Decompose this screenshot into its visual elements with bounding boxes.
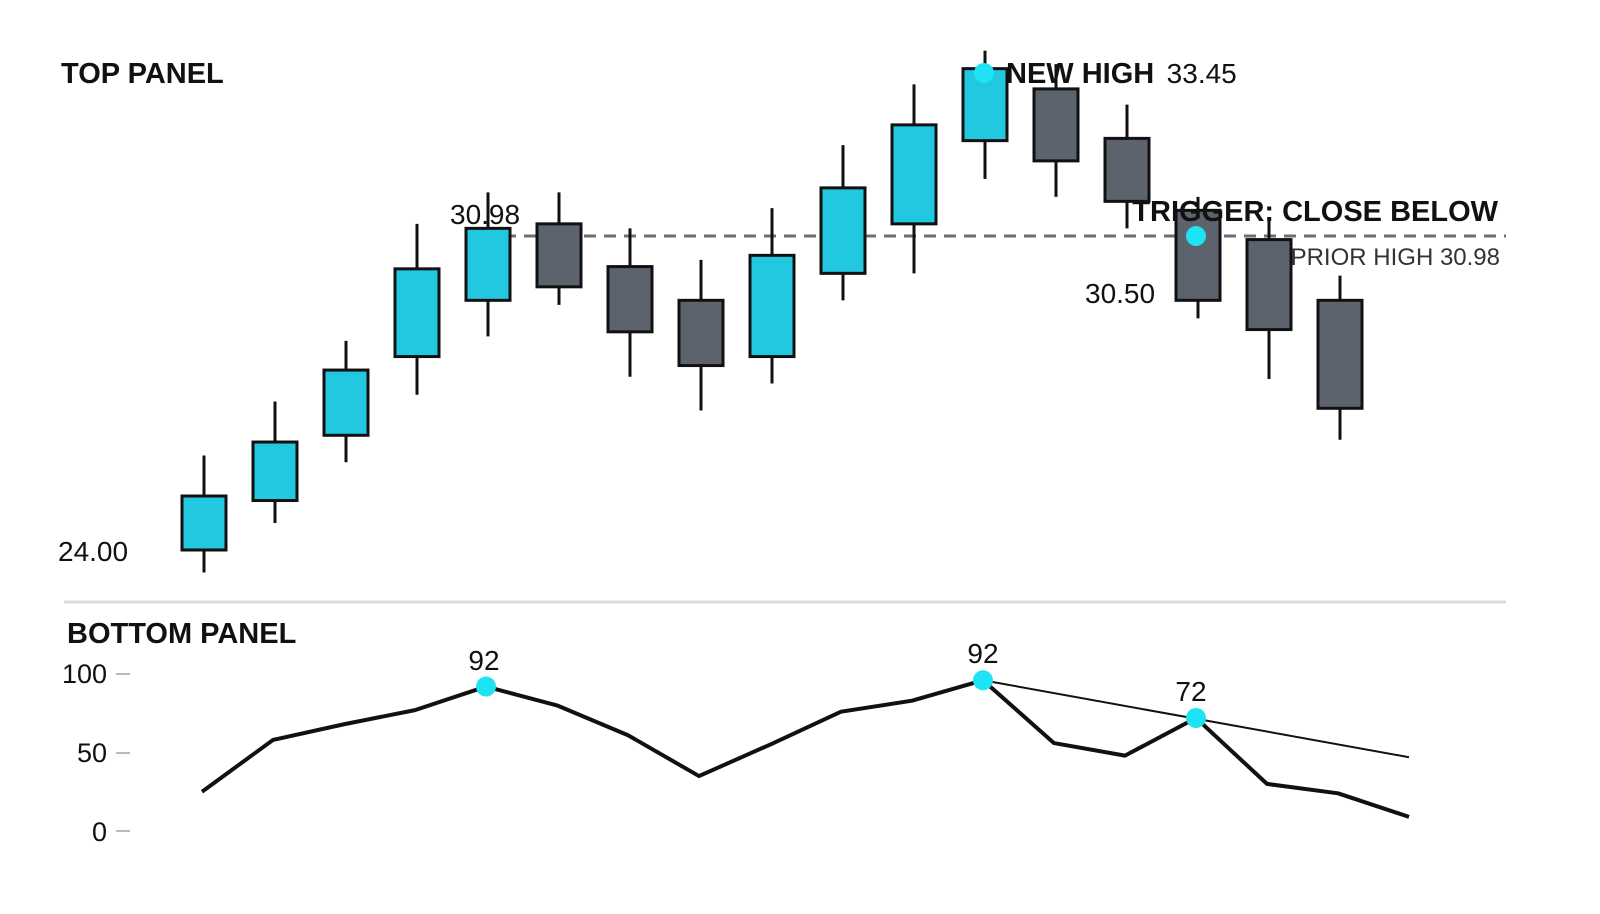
oscillator-y-axis: 100 50 0 [62, 659, 130, 847]
candle-body [890, 123, 938, 226]
oscillator-line [200, 678, 1410, 819]
new-high-annotation: NEW HIGH 33.45 [1006, 58, 1237, 90]
osc-peak-label-3: 72 [1175, 676, 1206, 707]
candle-body [1032, 87, 1080, 163]
new-high-value: 33.45 [1167, 58, 1237, 89]
new-high-label: NEW HIGH [1006, 58, 1154, 90]
candle-body [1174, 208, 1222, 302]
osc-peak-label-2: 92 [967, 638, 998, 669]
trigger-subtitle: PRIOR HIGH 30.98 [1291, 244, 1500, 271]
oscillator-peak-marker [1186, 707, 1206, 728]
y-tick-50: 50 [77, 738, 107, 768]
bottom-panel-title: BOTTOM PANEL [67, 618, 296, 650]
trigger-marker [1186, 226, 1206, 246]
y-tick-100: 100 [62, 659, 107, 689]
candle-body [677, 298, 725, 368]
level-label: 30.98 [450, 199, 520, 230]
candle-body [180, 494, 228, 552]
trigger-title: TRIGGER: CLOSE BELOW [1132, 196, 1498, 228]
osc-peak-label-1: 92 [468, 645, 499, 676]
candle-body [961, 67, 1009, 143]
new-high-marker [974, 63, 994, 83]
candle-body [251, 440, 299, 503]
candle-body [606, 265, 654, 334]
oscillator-series [200, 670, 1410, 819]
candle-body [1316, 298, 1364, 410]
candle-body [322, 368, 370, 437]
candle-body [393, 267, 441, 359]
candle-body [819, 186, 867, 275]
candle-body [748, 253, 796, 359]
y-tick-0: 0 [92, 817, 107, 847]
candle-body [464, 226, 512, 302]
candle-body [1103, 136, 1151, 203]
top-panel-title: TOP PANEL [61, 58, 224, 90]
candlestick-series [180, 50, 1364, 573]
close-label: 30.50 [1085, 278, 1155, 309]
oscillator-peak-marker [476, 676, 496, 697]
oscillator-peak-marker [973, 670, 993, 691]
y-label-low: 24.00 [58, 536, 128, 567]
candle-body [1245, 238, 1293, 332]
candle-body [535, 222, 583, 289]
